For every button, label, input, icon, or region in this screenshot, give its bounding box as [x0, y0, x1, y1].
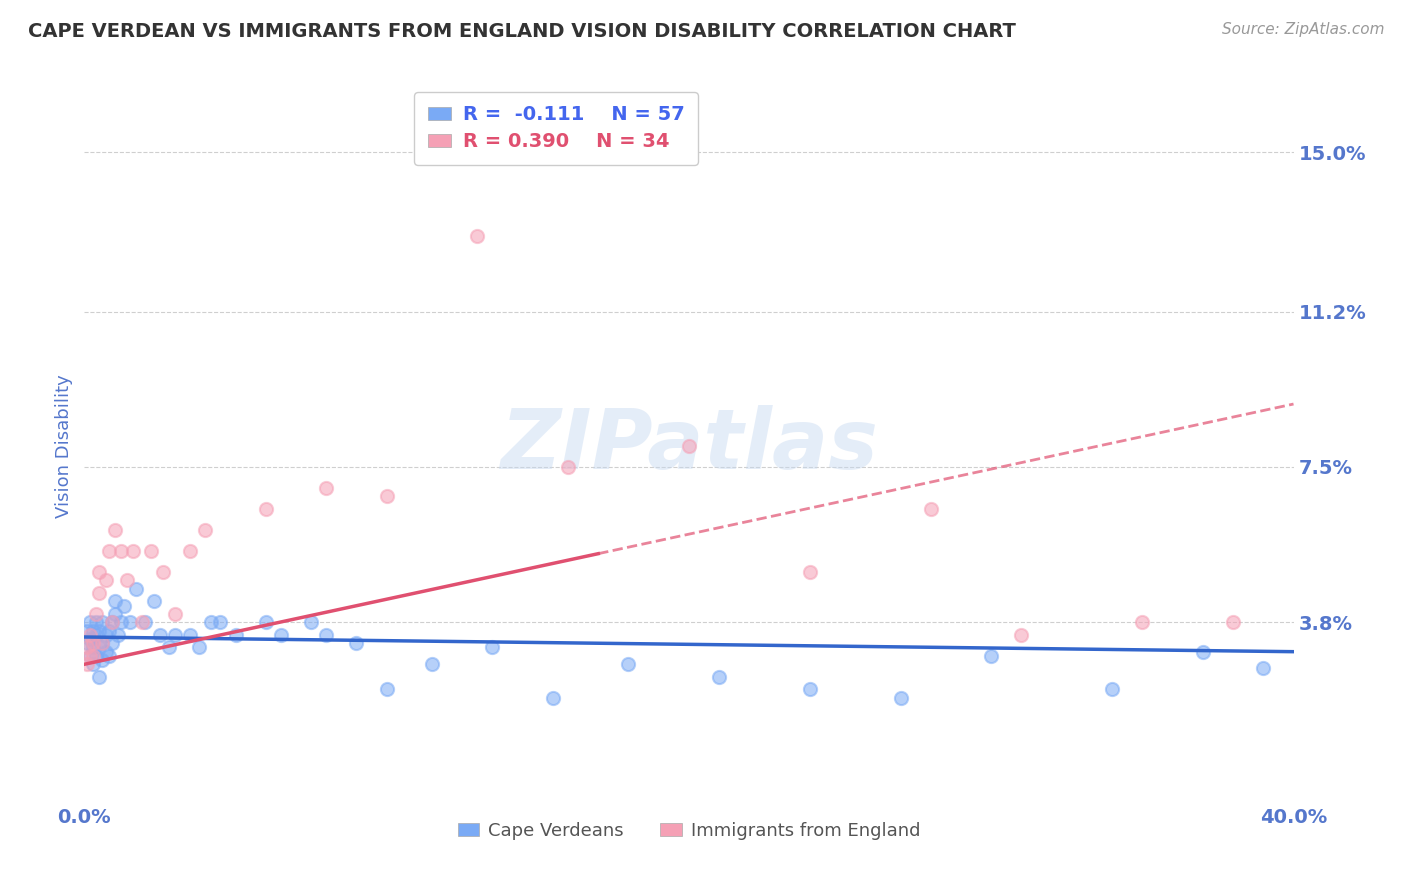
- Point: [118, 615, 141, 630]
- Point: [89, 670, 111, 684]
- Point: [100, 636, 122, 650]
- Point: [315, 628, 337, 642]
- Point: [1192, 645, 1215, 659]
- Point: [209, 615, 232, 630]
- Point: [194, 523, 217, 537]
- Point: [86, 615, 108, 630]
- Point: [79, 648, 101, 663]
- Point: [112, 599, 135, 613]
- Point: [1101, 682, 1123, 697]
- Point: [678, 439, 700, 453]
- Point: [91, 653, 114, 667]
- Point: [79, 615, 101, 630]
- Point: [94, 574, 117, 588]
- Point: [82, 624, 104, 638]
- Point: [94, 628, 117, 642]
- Point: [79, 632, 101, 646]
- Point: [76, 636, 98, 650]
- Point: [91, 636, 114, 650]
- Point: [79, 648, 101, 663]
- Point: [557, 460, 579, 475]
- Point: [91, 615, 114, 630]
- Point: [139, 544, 162, 558]
- Point: [254, 615, 277, 630]
- Point: [541, 690, 564, 705]
- Point: [225, 628, 247, 642]
- Point: [76, 640, 98, 655]
- Point: [165, 628, 187, 642]
- Point: [134, 615, 156, 630]
- Point: [346, 636, 368, 650]
- Point: [299, 615, 322, 630]
- Point: [97, 648, 120, 663]
- Point: [142, 594, 165, 608]
- Point: [110, 615, 132, 630]
- Y-axis label: Vision Disability: Vision Disability: [55, 374, 73, 518]
- Point: [270, 628, 292, 642]
- Point: [86, 607, 108, 621]
- Point: [91, 636, 114, 650]
- Point: [799, 682, 821, 697]
- Point: [86, 648, 108, 663]
- Point: [115, 574, 138, 588]
- Point: [82, 648, 104, 663]
- Point: [1253, 661, 1275, 675]
- Point: [1130, 615, 1153, 630]
- Point: [188, 640, 211, 655]
- Point: [76, 624, 98, 638]
- Point: [86, 628, 108, 642]
- Point: [481, 640, 503, 655]
- Point: [97, 624, 120, 638]
- Point: [82, 657, 104, 672]
- Point: [82, 640, 104, 655]
- Text: CAPE VERDEAN VS IMMIGRANTS FROM ENGLAND VISION DISABILITY CORRELATION CHART: CAPE VERDEAN VS IMMIGRANTS FROM ENGLAND …: [28, 22, 1017, 41]
- Point: [617, 657, 640, 672]
- Point: [315, 481, 337, 495]
- Point: [1222, 615, 1244, 630]
- Point: [179, 628, 201, 642]
- Point: [76, 657, 98, 672]
- Point: [1011, 628, 1033, 642]
- Point: [107, 628, 129, 642]
- Point: [97, 544, 120, 558]
- Point: [94, 645, 117, 659]
- Point: [375, 682, 398, 697]
- Point: [420, 657, 443, 672]
- Text: ZIPatlas: ZIPatlas: [501, 406, 877, 486]
- Point: [121, 544, 143, 558]
- Point: [100, 615, 122, 630]
- Text: Source: ZipAtlas.com: Source: ZipAtlas.com: [1222, 22, 1385, 37]
- Point: [79, 628, 101, 642]
- Point: [799, 565, 821, 579]
- Point: [709, 670, 731, 684]
- Point: [179, 544, 201, 558]
- Point: [165, 607, 187, 621]
- Point: [157, 640, 180, 655]
- Point: [89, 640, 111, 655]
- Point: [467, 229, 489, 244]
- Point: [200, 615, 222, 630]
- Point: [375, 489, 398, 503]
- Point: [980, 648, 1002, 663]
- Point: [82, 636, 104, 650]
- Point: [100, 615, 122, 630]
- Point: [104, 594, 127, 608]
- Point: [110, 544, 132, 558]
- Point: [104, 607, 127, 621]
- Point: [89, 586, 111, 600]
- Point: [149, 628, 172, 642]
- Point: [125, 582, 148, 596]
- Point: [152, 565, 174, 579]
- Legend: Cape Verdeans, Immigrants from England: Cape Verdeans, Immigrants from England: [450, 815, 928, 847]
- Point: [890, 690, 912, 705]
- Point: [89, 624, 111, 638]
- Point: [131, 615, 153, 630]
- Point: [254, 502, 277, 516]
- Point: [89, 565, 111, 579]
- Point: [920, 502, 942, 516]
- Point: [104, 523, 127, 537]
